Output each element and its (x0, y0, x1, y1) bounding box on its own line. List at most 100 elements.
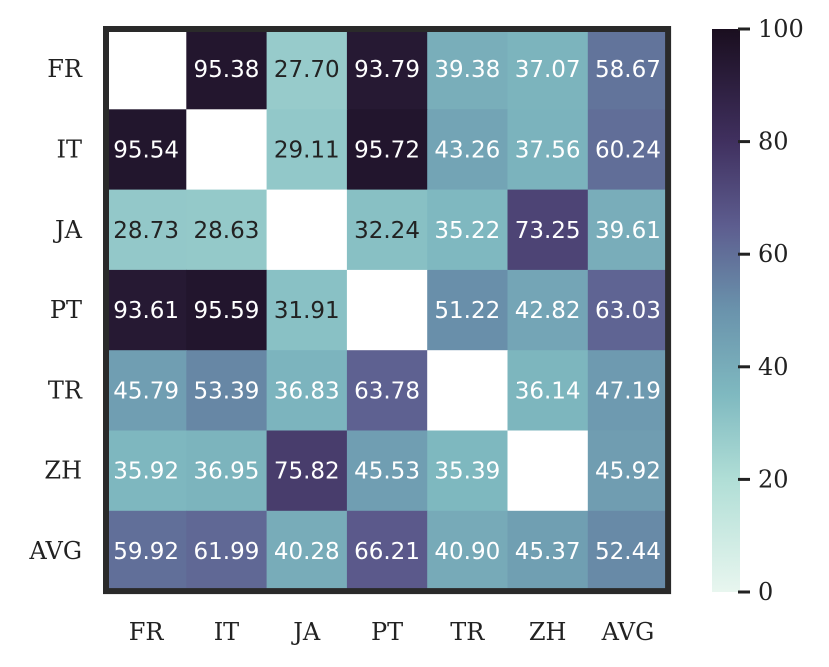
heatmap-cell-tr-fr (106, 350, 187, 432)
column-label-zh: ZH (529, 618, 567, 646)
heatmap-cell-ja-avg (587, 189, 669, 271)
cell-value-label: 35.39 (434, 459, 500, 485)
cell-value-label: 42.82 (515, 298, 581, 324)
cell-value-label: 53.39 (194, 378, 260, 404)
heatmap-cell-pt-fr (106, 269, 187, 351)
colorbar-ticks: 0 20 40 60 80 100 (738, 15, 804, 606)
heatmap-cell-it-ja (266, 109, 348, 191)
cell-value-label: 29.11 (274, 137, 340, 163)
heatmap-cell-zh-zh (507, 430, 589, 512)
colorbar-tick-label: 100 (758, 15, 804, 43)
colorbar-tick-label: 0 (758, 578, 773, 606)
cell-value-label: 95.59 (194, 298, 260, 324)
row-label-zh: ZH (44, 457, 82, 485)
colorbar: 0 20 40 60 80 100 (712, 15, 804, 606)
heatmap-cell-fr-it (186, 29, 268, 110)
heatmap-cell-zh-fr (106, 430, 187, 512)
heatmap-cell-pt-zh (507, 269, 589, 351)
column-label-fr: FR (129, 618, 165, 646)
heatmap-cell-zh-it (186, 430, 268, 512)
heatmap-cell-it-pt (346, 109, 428, 191)
cell-value-label: 58.67 (595, 57, 661, 83)
heatmap-frame (103, 26, 672, 595)
colorbar-gradient (712, 29, 740, 592)
cell-value-label: 60.24 (595, 137, 661, 163)
cell-value-label: 52.44 (595, 539, 661, 565)
cell-value-label: 47.19 (595, 378, 661, 404)
heatmap-cell-tr-zh (507, 350, 589, 432)
heatmap-cell-ja-tr (427, 189, 509, 271)
heatmap-cell-zh-pt (346, 430, 428, 512)
heatmap-cell-labels: 95.38 27.70 93.79 39.38 37.07 58.67 95.54 29.11… (113, 57, 661, 565)
cell-value-label: 59.92 (113, 539, 179, 565)
heatmap-cell-avg-zh (507, 510, 589, 592)
heatmap-cell-zh-ja (266, 430, 348, 512)
heatmap-cell-ja-it (186, 189, 268, 271)
cell-value-label: 35.92 (113, 459, 179, 485)
cell-value-label: 45.92 (595, 459, 661, 485)
heatmap-cell-fr-avg (587, 29, 669, 110)
heatmap-cell-fr-ja (266, 29, 348, 110)
heatmap-cell-tr-avg (587, 350, 669, 432)
cell-value-label: 75.82 (274, 459, 340, 485)
cell-value-label: 61.99 (194, 539, 260, 565)
cell-value-label: 95.72 (354, 137, 420, 163)
cell-value-label: 27.70 (274, 57, 340, 83)
heatmap-cell-fr-zh (507, 29, 589, 110)
cell-value-label: 37.56 (515, 137, 581, 163)
cell-value-label: 45.53 (354, 459, 420, 485)
heatmap-cell-ja-zh (507, 189, 589, 271)
cell-value-label: 45.79 (113, 378, 179, 404)
row-labels: FR IT JA PT TR ZH AVG (28, 55, 83, 565)
heatmap-cell-ja-ja (266, 189, 348, 271)
heatmap-cell-avg-avg (587, 510, 669, 592)
cell-value-label: 39.38 (434, 57, 500, 83)
heatmap-cell-pt-it (186, 269, 268, 351)
row-label-it: IT (57, 135, 83, 163)
heatmap-cell-avg-it (186, 510, 268, 592)
cell-value-label: 63.03 (595, 298, 661, 324)
cell-value-label: 39.61 (595, 218, 661, 244)
heatmap-cell-ja-fr (106, 189, 187, 271)
row-label-ja: JA (52, 216, 83, 244)
column-label-pt: PT (371, 618, 403, 646)
cell-value-label: 43.26 (434, 137, 500, 163)
heatmap-cell-pt-tr (427, 269, 509, 351)
cell-value-label: 40.28 (274, 539, 340, 565)
heatmap-cell-it-fr (106, 109, 187, 191)
cell-value-label: 63.78 (354, 378, 420, 404)
cell-value-label: 28.63 (194, 218, 260, 244)
cell-value-label: 40.90 (434, 539, 500, 565)
heatmap-cell-tr-ja (266, 350, 348, 432)
heatmap-cell-it-it (186, 109, 268, 191)
row-label-fr: FR (47, 55, 83, 83)
heatmap-cells (106, 29, 669, 592)
cell-value-label: 66.21 (354, 539, 420, 565)
cell-value-label: 37.07 (515, 57, 581, 83)
cell-value-label: 93.79 (354, 57, 420, 83)
column-label-tr: TR (450, 618, 485, 646)
heatmap-cell-tr-it (186, 350, 268, 432)
heatmap-cell-zh-tr (427, 430, 509, 512)
colorbar-tick-label: 80 (758, 128, 789, 156)
column-label-it: IT (214, 618, 240, 646)
cell-value-label: 31.91 (274, 298, 340, 324)
heatmap-cell-fr-tr (427, 29, 509, 110)
heatmap-cell-tr-tr (427, 350, 509, 432)
heatmap-cell-fr-fr (106, 29, 187, 110)
cell-value-label: 35.22 (434, 218, 500, 244)
row-label-pt: PT (50, 296, 82, 324)
cell-value-label: 36.95 (194, 459, 260, 485)
cell-value-label: 73.25 (515, 218, 581, 244)
cell-value-label: 93.61 (113, 298, 179, 324)
colorbar-tick-label: 40 (758, 353, 789, 381)
heatmap-cell-pt-pt (346, 269, 428, 351)
cell-value-label: 45.37 (515, 539, 581, 565)
colorbar-tick-label: 20 (758, 465, 789, 493)
heatmap-cell-pt-ja (266, 269, 348, 351)
cell-value-label: 95.38 (194, 57, 260, 83)
heatmap-cell-ja-pt (346, 189, 428, 271)
heatmap-cell-fr-pt (346, 29, 428, 110)
column-label-avg: AVG (601, 618, 655, 646)
